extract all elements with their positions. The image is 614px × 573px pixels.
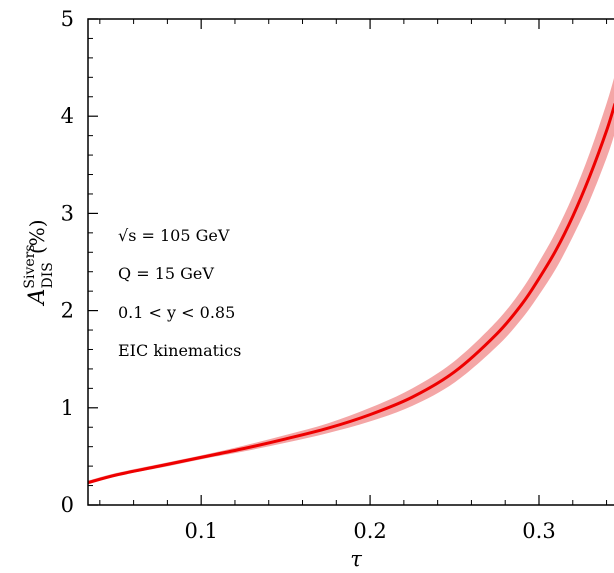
asymmetry-curve xyxy=(88,103,614,485)
y-axis-label-subscript: DIS xyxy=(40,262,56,288)
annotation-sqrt-s: √s = 105 GeV xyxy=(118,226,230,245)
plot-frame xyxy=(87,18,614,506)
y-axis-label: ASivers DIS (%) xyxy=(22,220,56,307)
y-axis-label-unit: (%) xyxy=(25,220,49,255)
x-tick-label: 0.1 xyxy=(184,519,217,543)
annotation-y-range: 0.1 < y < 0.85 xyxy=(118,303,235,322)
y-axis-label-main: A xyxy=(25,289,50,307)
annotations: √s = 105 GeV Q = 15 GeV 0.1 < y < 0.85 E… xyxy=(118,226,241,360)
y-tick-label: 0 xyxy=(61,493,74,517)
y-tick-label: 2 xyxy=(61,299,74,323)
annotation-q: Q = 15 GeV xyxy=(118,264,214,283)
x-axis-label: τ xyxy=(350,547,362,571)
y-tick-label: 1 xyxy=(61,396,74,420)
y-tick-label: 4 xyxy=(61,104,74,128)
y-tick-label: 5 xyxy=(61,7,74,31)
x-tick-label: 0.3 xyxy=(522,519,555,543)
y-tick-label: 3 xyxy=(61,201,74,225)
x-tick-label: 0.2 xyxy=(353,519,386,543)
y-axis-label-superscript: Sivers xyxy=(22,244,38,288)
annotation-eic: EIC kinematics xyxy=(118,341,241,360)
